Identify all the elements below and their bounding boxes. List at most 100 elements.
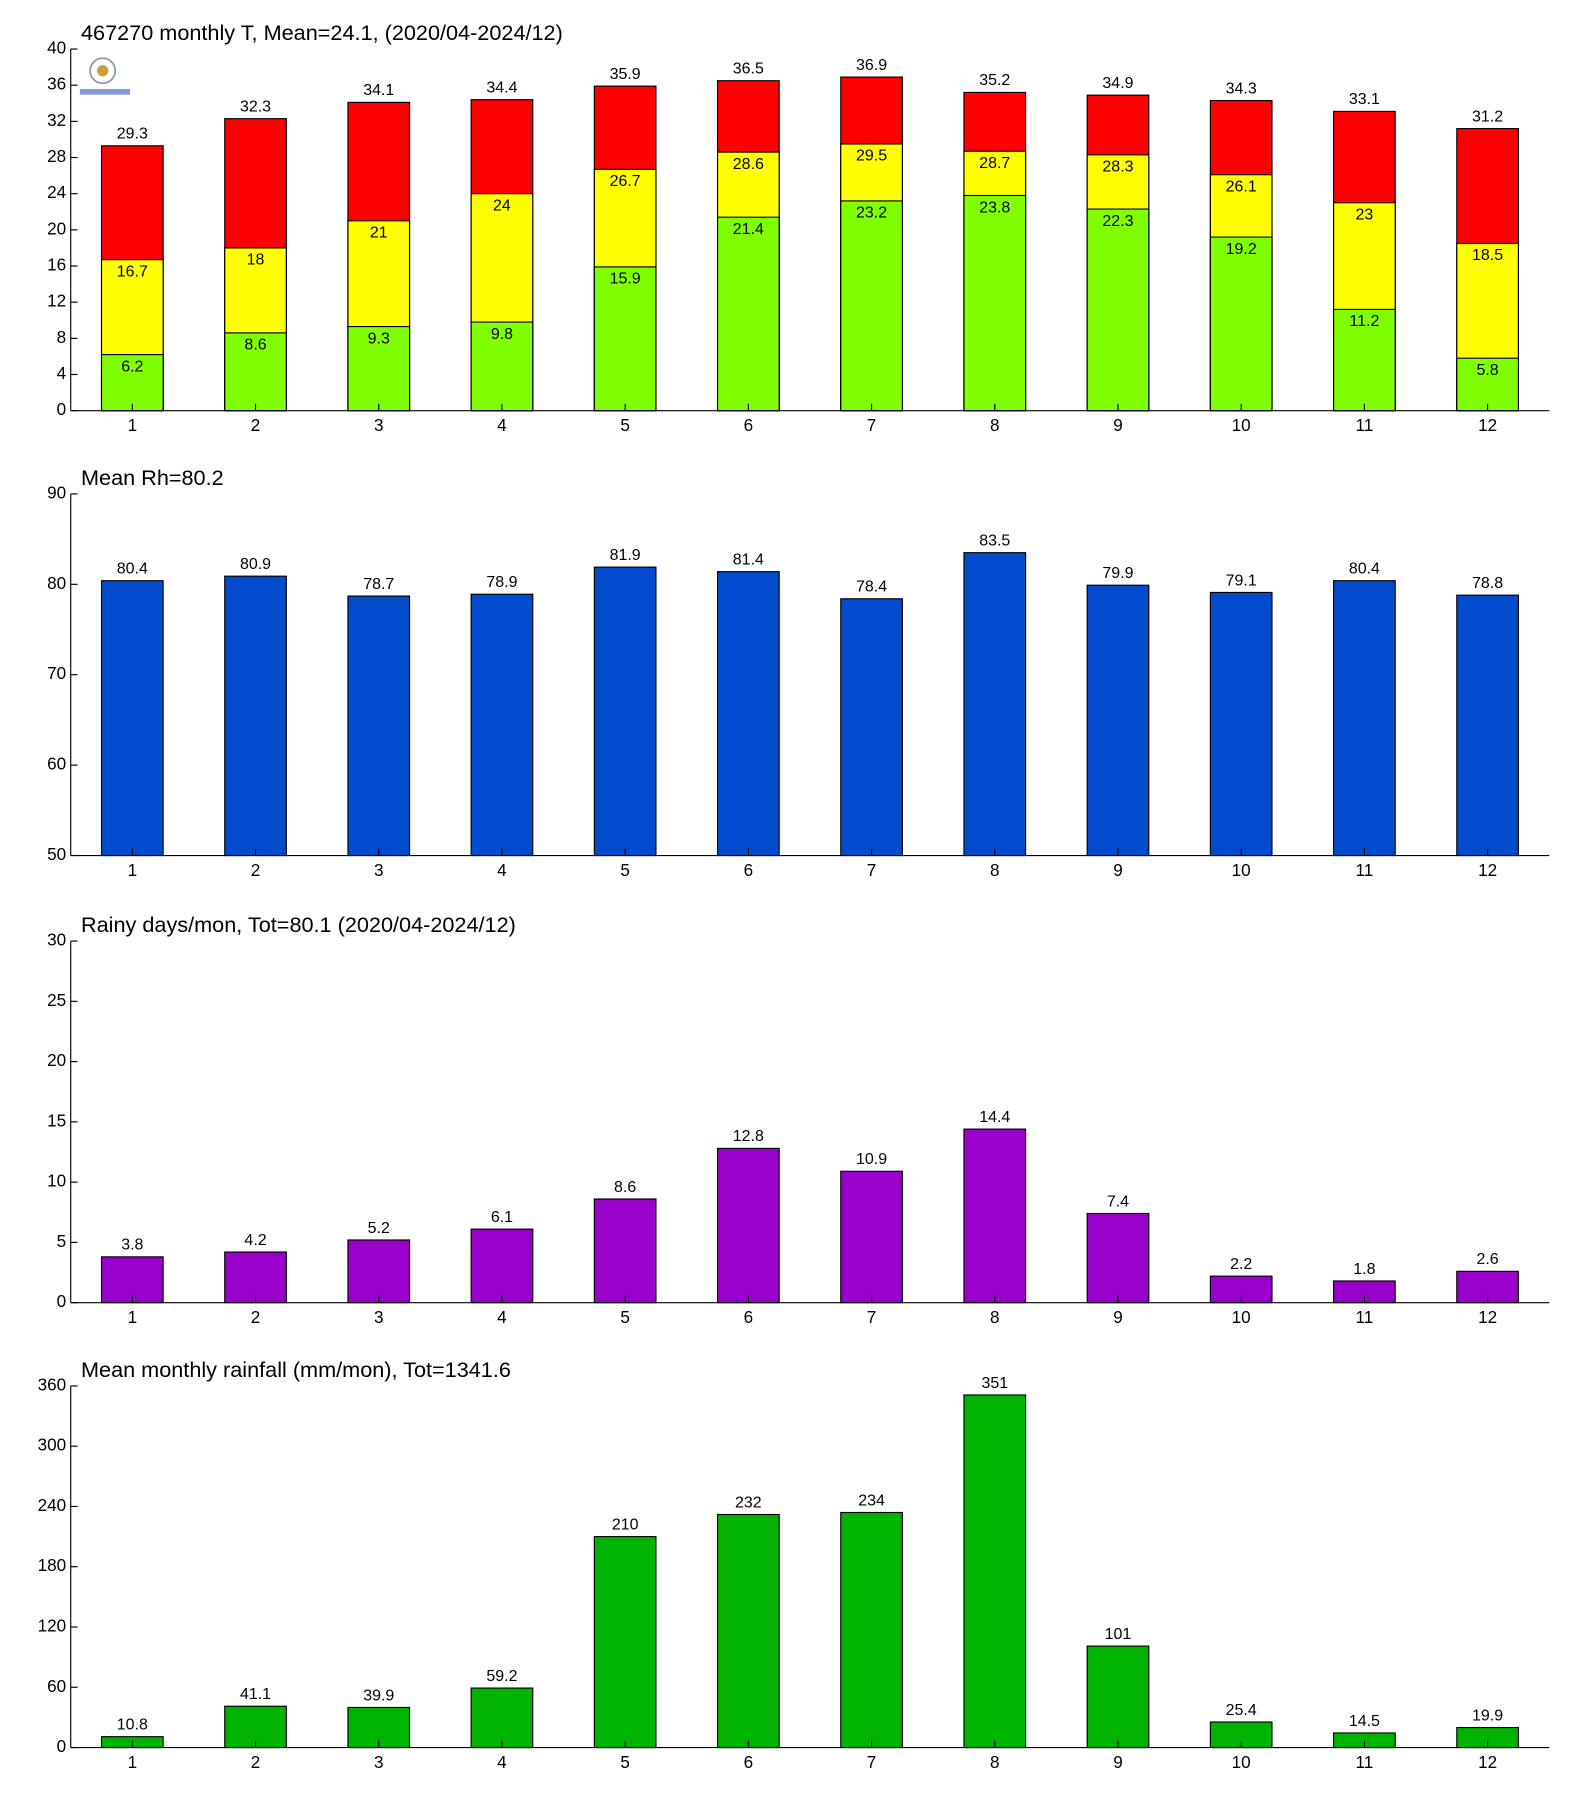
y-tick-label: 28 <box>47 147 66 166</box>
bar <box>963 1394 1027 1749</box>
x-tick-label: 10 <box>1232 1753 1251 1772</box>
bar <box>1209 591 1273 857</box>
x-tick-label: 1 <box>128 1753 138 1772</box>
value-label: 34.3 <box>1226 80 1257 97</box>
x-tick-label: 7 <box>867 416 877 435</box>
value-label: 36.5 <box>733 61 764 78</box>
y-tick-label: 70 <box>47 664 66 683</box>
y-tick-label: 0 <box>57 1737 67 1756</box>
value-label: 25.4 <box>1226 1702 1257 1719</box>
bar <box>963 552 1027 857</box>
value-label: 8.6 <box>244 337 266 354</box>
value-label: 34.9 <box>1102 75 1133 92</box>
value-label: 14.4 <box>979 1109 1010 1126</box>
value-label: 232 <box>735 1494 762 1511</box>
y-tick-label: 0 <box>57 400 67 419</box>
value-label: 80.4 <box>1349 561 1380 578</box>
bar <box>1333 308 1396 412</box>
y-tick-label: 5 <box>57 1232 67 1251</box>
y-tick-label: 30 <box>47 931 66 950</box>
bar <box>1456 357 1519 412</box>
value-label: 9.3 <box>368 330 390 347</box>
value-label: 210 <box>612 1516 639 1533</box>
value-label: 18 <box>247 252 265 269</box>
value-label: 6.2 <box>121 358 143 375</box>
value-label: 15.9 <box>610 271 641 288</box>
x-tick-label: 3 <box>374 1308 384 1327</box>
y-tick-label: 180 <box>38 1556 67 1575</box>
y-tick-label: 90 <box>47 483 66 502</box>
value-label: 10.9 <box>856 1151 887 1168</box>
x-tick-label: 8 <box>990 1308 1000 1327</box>
x-tick-label: 8 <box>990 861 1000 880</box>
bar <box>470 593 534 857</box>
bar <box>1086 584 1150 857</box>
bar <box>1086 1212 1150 1304</box>
value-label: 2.6 <box>1476 1251 1498 1268</box>
bar <box>1086 208 1150 412</box>
value-label: 78.7 <box>363 576 394 593</box>
value-label: 5.8 <box>1476 362 1498 379</box>
bar <box>716 1513 780 1749</box>
value-label: 31.2 <box>1472 108 1503 125</box>
value-label: 24 <box>493 197 511 214</box>
bar <box>963 194 1027 412</box>
value-label: 12.8 <box>733 1128 764 1145</box>
value-label: 3.8 <box>121 1237 143 1254</box>
value-label: 79.9 <box>1102 565 1133 582</box>
value-label: 80.4 <box>117 561 148 578</box>
x-tick-label: 4 <box>497 1753 507 1772</box>
y-tick-label: 16 <box>47 256 66 275</box>
x-tick-label: 5 <box>620 1753 630 1772</box>
x-tick-label: 6 <box>744 1753 754 1772</box>
value-label: 80.9 <box>240 556 271 573</box>
bar <box>963 1128 1027 1304</box>
chart-title: Mean monthly rainfall (mm/mon), Tot=1341… <box>81 1357 511 1382</box>
bar <box>840 598 903 857</box>
value-label: 32.3 <box>240 98 271 115</box>
bar <box>470 1687 534 1749</box>
bar <box>224 332 287 412</box>
value-label: 39.9 <box>363 1687 394 1704</box>
y-tick-label: 24 <box>47 183 67 202</box>
x-tick-label: 4 <box>497 861 507 880</box>
value-label: 33.1 <box>1349 91 1380 108</box>
value-label: 79.1 <box>1226 572 1257 589</box>
x-tick-label: 11 <box>1356 861 1374 880</box>
y-tick-label: 300 <box>38 1436 67 1455</box>
y-tick-label: 4 <box>57 364 67 383</box>
bar <box>840 1511 903 1749</box>
bar <box>1333 580 1396 857</box>
x-tick-label: 5 <box>620 1308 630 1327</box>
value-label: 19.2 <box>1226 241 1257 258</box>
y-tick-label: 20 <box>47 1051 66 1070</box>
bar <box>224 1251 287 1304</box>
x-tick-label: 6 <box>744 861 754 880</box>
bar <box>347 595 411 857</box>
value-label: 9.8 <box>491 326 513 343</box>
x-tick-label: 7 <box>867 861 877 880</box>
value-label: 351 <box>981 1375 1008 1392</box>
value-label: 16.7 <box>117 263 148 280</box>
value-label: 28.3 <box>1102 159 1133 176</box>
value-label: 101 <box>1105 1626 1132 1643</box>
bar <box>593 1198 657 1304</box>
bar <box>840 1170 903 1304</box>
value-label: 34.4 <box>486 79 517 96</box>
x-tick-label: 6 <box>744 1308 754 1327</box>
value-label: 22.3 <box>1102 213 1133 230</box>
value-label: 78.4 <box>856 579 887 596</box>
x-tick-label: 8 <box>990 416 1000 435</box>
x-tick-label: 10 <box>1232 416 1251 435</box>
value-label: 23.2 <box>856 205 887 222</box>
bar <box>840 200 903 412</box>
x-tick-label: 5 <box>620 416 630 435</box>
y-tick-label: 15 <box>47 1111 66 1130</box>
value-label: 34.1 <box>363 82 394 99</box>
x-tick-label: 1 <box>128 1308 138 1327</box>
bar <box>716 571 780 857</box>
bar <box>716 1147 780 1304</box>
x-tick-label: 4 <box>497 1308 507 1327</box>
x-tick-label: 1 <box>128 416 138 435</box>
